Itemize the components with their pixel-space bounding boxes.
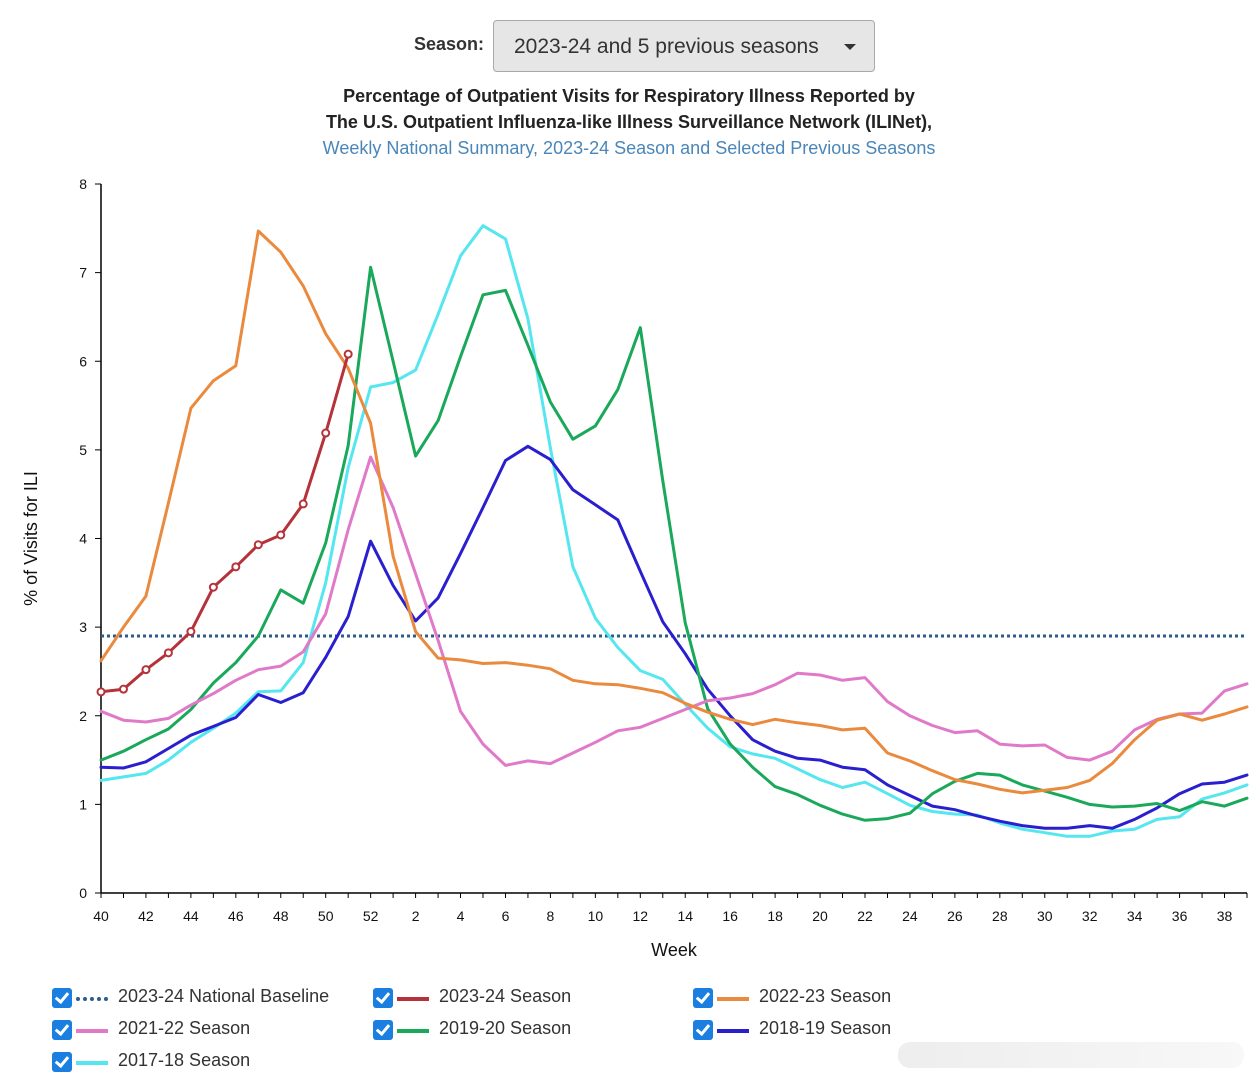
legend-label: 2018-19 Season: [759, 1018, 892, 1038]
chart-subtitle: Weekly National Summary, 2023-24 Season …: [322, 138, 936, 158]
x-axis-label: Week: [651, 940, 698, 960]
legend: 2023-24 National Baseline 2023-24 Season…: [0, 984, 1258, 1080]
legend-label: 2021-22 Season: [118, 1018, 251, 1038]
x-tick-label: 6: [502, 908, 510, 924]
checkbox-checked-icon[interactable]: [52, 1020, 72, 1040]
data-point: [96, 687, 106, 697]
checkbox-checked-icon[interactable]: [693, 988, 713, 1008]
y-tick-label: 4: [79, 531, 87, 547]
data-point: [163, 648, 173, 658]
x-tick-label: 30: [1037, 908, 1053, 924]
x-tick-label: 10: [588, 908, 604, 924]
legend-label: 2017-18 Season: [118, 1050, 251, 1070]
legend-swatch-2023-24: [397, 997, 429, 1001]
data-point: [186, 627, 196, 637]
series-line-2022-23-season: [99, 229, 1249, 795]
data-point: [343, 349, 353, 359]
x-tick-label: 28: [992, 908, 1008, 924]
series-line-2021-22-season: [99, 455, 1249, 767]
x-tick-label: 36: [1172, 908, 1188, 924]
series-line-2017-18-season: [99, 224, 1249, 838]
data-point: [141, 665, 151, 675]
season-label: Season:: [414, 34, 485, 54]
legend-swatch-2019-20: [397, 1029, 429, 1033]
y-tick-label: 1: [79, 796, 87, 812]
caret-down-icon: [844, 44, 856, 50]
x-tick-label: 18: [767, 908, 783, 924]
data-point: [253, 540, 263, 550]
data-point: [276, 530, 286, 540]
x-tick-label: 26: [947, 908, 963, 924]
data-point: [231, 562, 241, 572]
y-tick-label: 8: [79, 176, 87, 192]
x-tick-label: 48: [273, 908, 289, 924]
x-tick-label: 44: [183, 908, 199, 924]
x-tick-label: 12: [633, 908, 649, 924]
series-line-2023-24-season: [99, 352, 350, 694]
x-tick-label: 22: [857, 908, 873, 924]
checkbox-checked-icon[interactable]: [693, 1020, 713, 1040]
y-tick-label: 0: [79, 885, 87, 901]
data-point: [208, 582, 218, 592]
legend-swatch-baseline: [76, 997, 108, 1001]
x-tick-label: 4: [457, 908, 465, 924]
x-tick-label: 8: [547, 908, 555, 924]
x-tick-label: 16: [722, 908, 738, 924]
y-tick-label: 6: [79, 353, 87, 369]
checkbox-checked-icon[interactable]: [52, 1052, 72, 1072]
legend-label: 2023-24 Season: [439, 986, 572, 1006]
x-tick-label: 42: [138, 908, 154, 924]
season-select-value: 2023-24 and 5 previous seasons: [514, 35, 819, 58]
x-tick-label: 50: [318, 908, 334, 924]
season-selector-row: Season: 2023-24 and 5 previous seasons: [0, 20, 1258, 74]
series-line-2019-20-season: [99, 265, 1249, 822]
legend-swatch-2018-19: [717, 1029, 749, 1033]
data-point: [321, 428, 331, 438]
checkbox-checked-icon[interactable]: [52, 988, 72, 1008]
legend-label: 2022-23 Season: [759, 986, 892, 1006]
x-tick-label: 14: [677, 908, 693, 924]
y-tick-label: 2: [79, 708, 87, 724]
x-tick-label: 34: [1127, 908, 1143, 924]
y-axis-label: % of Visits for ILI: [21, 471, 41, 606]
checkbox-checked-icon[interactable]: [373, 1020, 393, 1040]
data-point: [298, 499, 308, 509]
legend-label: 2023-24 National Baseline: [118, 986, 330, 1006]
legend-swatch-2017-18: [76, 1061, 108, 1065]
chart-title-line-2: The U.S. Outpatient Influenza-like Illne…: [325, 112, 933, 132]
y-tick-label: 3: [79, 619, 87, 635]
y-tick-label: 7: [79, 265, 87, 281]
season-select[interactable]: 2023-24 and 5 previous seasons: [493, 20, 875, 72]
watermark: [898, 1042, 1244, 1068]
x-tick-label: 38: [1217, 908, 1233, 924]
chart-title-line-1: Percentage of Outpatient Visits for Resp…: [343, 86, 915, 106]
x-tick-label: 40: [93, 908, 109, 924]
x-tick-label: 32: [1082, 908, 1098, 924]
checkbox-checked-icon[interactable]: [373, 988, 393, 1008]
series-line-2018-19-season: [99, 444, 1249, 830]
x-tick-label: 20: [812, 908, 828, 924]
x-tick-label: 52: [363, 908, 379, 924]
y-tick-label: 5: [79, 442, 87, 458]
data-point: [118, 684, 128, 694]
x-tick-label: 46: [228, 908, 244, 924]
x-tick-label: 24: [902, 908, 918, 924]
legend-swatch-2022-23: [717, 997, 749, 1001]
x-tick-label: 2: [412, 908, 420, 924]
legend-swatch-2021-22: [76, 1029, 108, 1033]
legend-label: 2019-20 Season: [439, 1018, 572, 1038]
